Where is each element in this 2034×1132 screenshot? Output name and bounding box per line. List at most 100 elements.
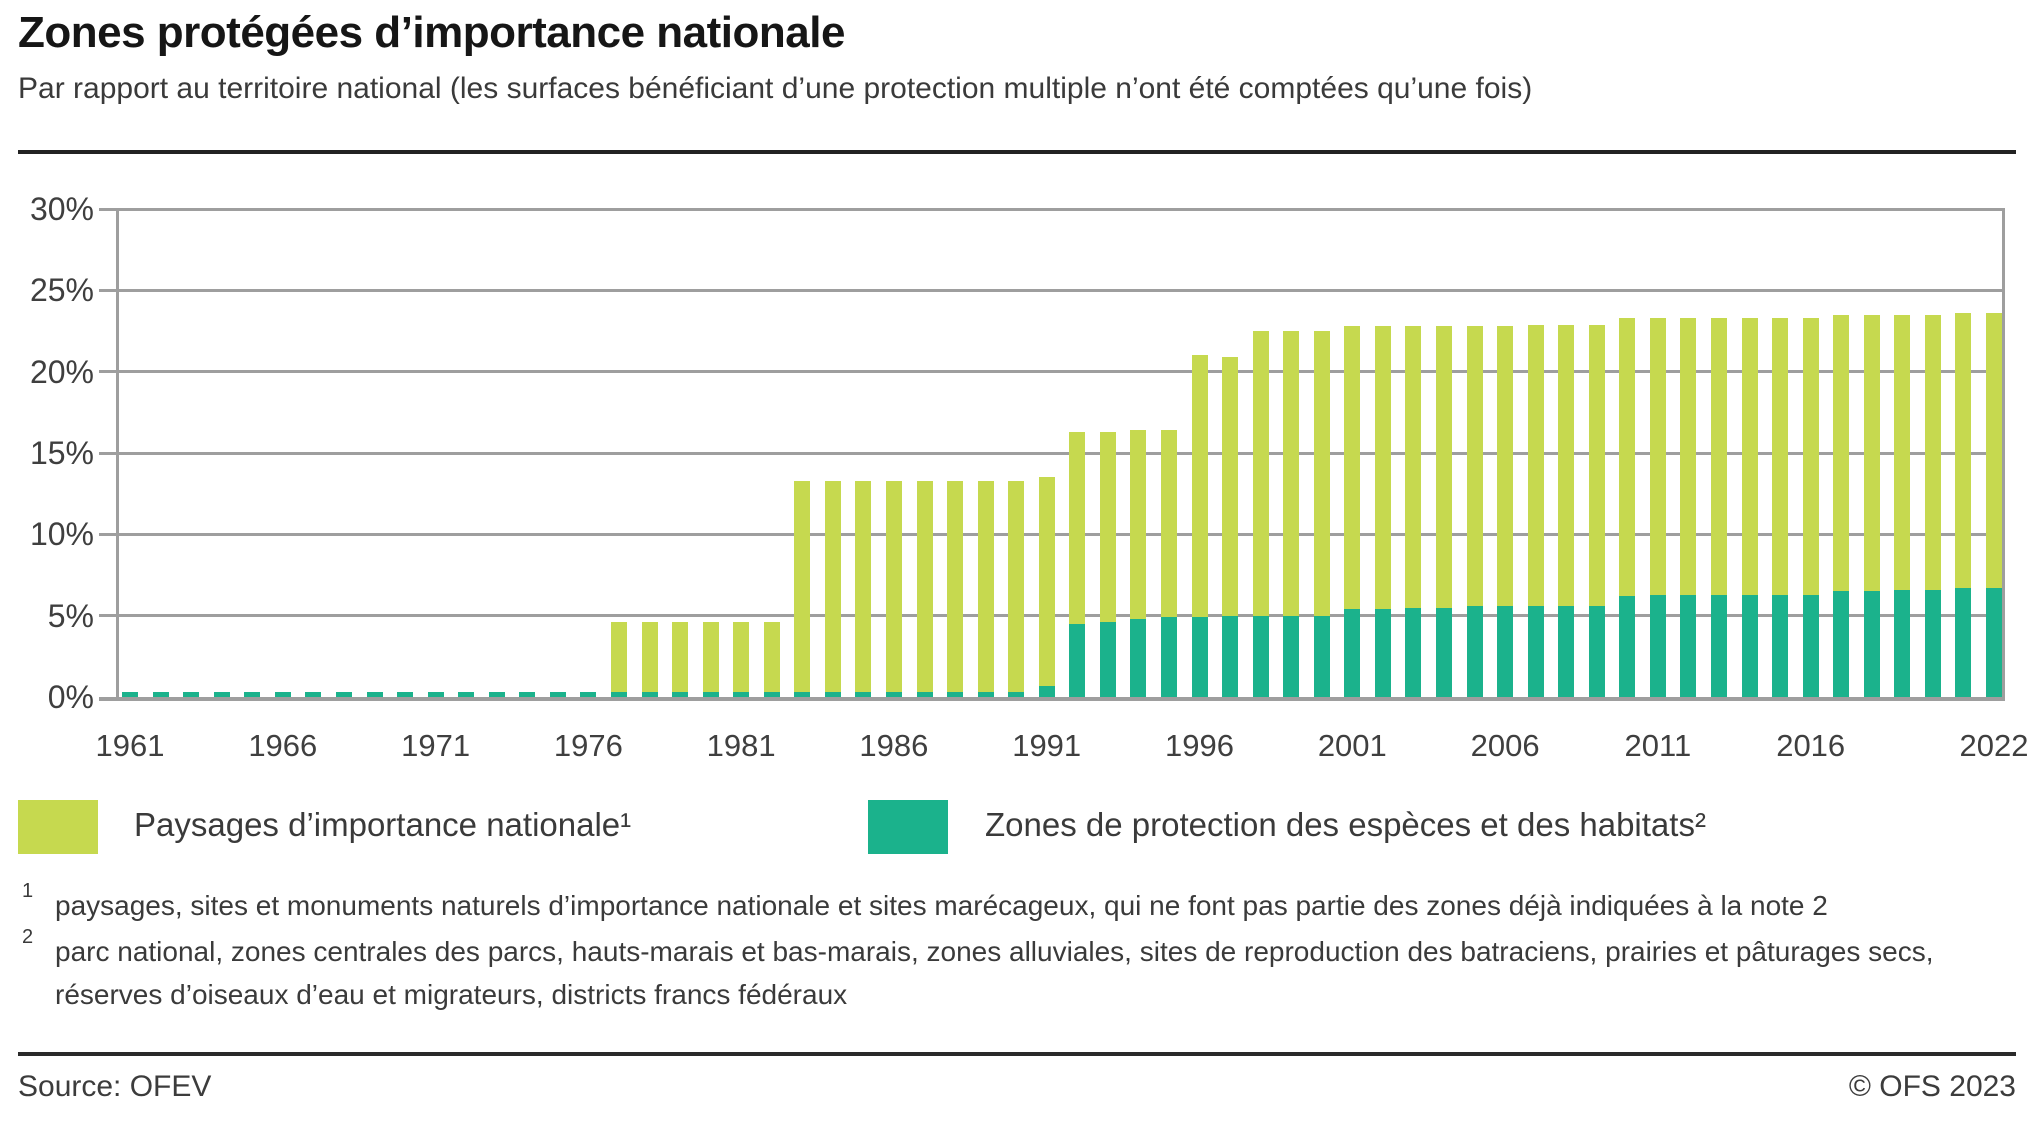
bar-2015-especes: [1772, 594, 1789, 697]
bar-2012-paysages: [1680, 318, 1697, 595]
bar-2013-especes: [1711, 594, 1727, 697]
bar-1982-paysages: [763, 622, 780, 693]
bar-1990-especes: [1008, 692, 1025, 697]
bar-2003-paysages: [1405, 326, 1422, 608]
bar-2000-especes: [1313, 615, 1330, 697]
x-axis-label-1971: 1971: [401, 728, 471, 763]
bar-1986-paysages: [885, 480, 902, 693]
gridline-0: [99, 697, 2005, 701]
bar-1995-especes: [1161, 617, 1177, 697]
bar-2020-especes: [1924, 589, 1941, 697]
bar-1989-especes: [977, 692, 994, 697]
bar-1980-paysages: [702, 622, 719, 693]
bar-1999-paysages: [1283, 331, 1300, 616]
bar-2021-paysages: [1955, 313, 1972, 588]
bar-2018-paysages: [1863, 314, 1880, 592]
bar-2018-especes: [1863, 591, 1880, 697]
bar-2004-paysages: [1436, 326, 1452, 608]
bar-2019-especes: [1894, 589, 1911, 697]
bar-1977-especes: [610, 692, 627, 697]
bar-2020-paysages: [1924, 314, 1941, 590]
bar-1976-especes: [580, 692, 597, 697]
bar-1972-especes: [458, 692, 475, 697]
bar-1989-paysages: [977, 480, 994, 693]
bar-1992-paysages: [1069, 431, 1086, 624]
bar-1979-especes: [672, 692, 688, 697]
bar-1964-especes: [213, 692, 230, 697]
plot-area: 0% 5% 10% 15% 20% 25% 30% 1961 1966 1971 1976 1981 1…: [30, 192, 2029, 763]
footer-rule: [18, 1052, 2016, 1056]
bar-2006-paysages: [1497, 326, 1514, 606]
bar-1996-paysages: [1191, 355, 1208, 618]
y-axis-label-10: 10%: [29, 516, 94, 552]
legend-swatch-especes: [868, 800, 948, 854]
y-axis-label-15: 15%: [29, 435, 94, 471]
header-rule: [18, 150, 2016, 154]
y-axis-label-5: 5%: [47, 598, 94, 634]
y-axis-label-20: 20%: [29, 354, 94, 390]
bar-2011-paysages: [1649, 318, 1666, 595]
bar-1988-especes: [947, 692, 963, 697]
bar-1997-paysages: [1222, 357, 1239, 616]
bar-2002-especes: [1374, 609, 1391, 697]
bar-1963-especes: [183, 692, 200, 697]
bar-1994-especes: [1130, 618, 1147, 697]
bar-1998-especes: [1252, 615, 1269, 697]
bar-1970-especes: [397, 692, 413, 697]
bar-2005-especes: [1466, 605, 1483, 697]
bar-1965-especes: [244, 692, 261, 697]
bar-2009-especes: [1588, 605, 1605, 697]
footnote-1-marker: 1: [22, 880, 34, 902]
bar-1982-especes: [763, 692, 780, 697]
footnote-2-text: parc national, zones centrales des parcs…: [55, 936, 1934, 1011]
bar-1978-paysages: [641, 622, 658, 693]
bar-1996-especes: [1191, 617, 1208, 697]
x-axis-label-1986: 1986: [859, 728, 929, 763]
y-axis-label-30: 30%: [29, 191, 94, 227]
footnote-1-text: paysages, sites et monuments naturels d’…: [55, 890, 1828, 921]
bar-1981-paysages: [733, 622, 750, 693]
bar-1990-paysages: [1008, 480, 1025, 693]
bar-1977-paysages: [610, 622, 627, 693]
bar-2019-paysages: [1894, 314, 1911, 590]
bar-1993-especes: [1099, 622, 1116, 697]
gridline-15: [99, 452, 2005, 455]
bar-1993-paysages: [1099, 431, 1116, 623]
bar-2005-paysages: [1466, 326, 1483, 606]
x-axis-label-1981: 1981: [706, 728, 776, 763]
bar-2022-paysages: [1986, 313, 2002, 588]
bar-2012-especes: [1680, 594, 1697, 697]
gridline-25: [99, 289, 2005, 292]
bar-2022-especes: [1986, 588, 2002, 697]
bar-1980-especes: [702, 692, 719, 697]
bar-2003-especes: [1405, 607, 1422, 697]
x-axis-label-2011: 2011: [1624, 728, 1692, 763]
bar-1998-paysages: [1252, 331, 1269, 616]
x-axis-label-2016: 2016: [1776, 728, 1846, 763]
bar-1991-paysages: [1038, 477, 1055, 686]
x-axis-label-1976: 1976: [553, 728, 623, 763]
bar-2016-especes: [1802, 594, 1819, 697]
source-label: Source: OFEV: [18, 1070, 212, 1103]
bar-2007-paysages: [1527, 324, 1544, 606]
bar-1962-especes: [152, 692, 169, 697]
bar-1984-especes: [824, 692, 841, 697]
bar-2007-especes: [1527, 605, 1544, 697]
bar-1987-especes: [916, 692, 933, 697]
x-axis-label-2022: 2022: [1959, 728, 2029, 763]
bar-2017-especes: [1833, 591, 1850, 697]
bar-2001-paysages: [1344, 326, 1361, 610]
x-axis-label-1991: 1991: [1012, 728, 1082, 763]
bar-1994-paysages: [1130, 430, 1147, 619]
bar-2002-paysages: [1374, 326, 1391, 610]
bar-2001-especes: [1344, 609, 1361, 697]
x-axis-label-2001: 2001: [1317, 728, 1387, 763]
bar-2017-paysages: [1833, 314, 1850, 592]
bar-1973-especes: [488, 692, 505, 697]
legend-label-paysages: Paysages d’importance nationale¹: [134, 806, 632, 843]
bar-2010-especes: [1619, 596, 1636, 697]
bar-1968-especes: [335, 692, 352, 697]
bar-1978-especes: [641, 692, 658, 697]
gridline-20: [99, 370, 2005, 373]
